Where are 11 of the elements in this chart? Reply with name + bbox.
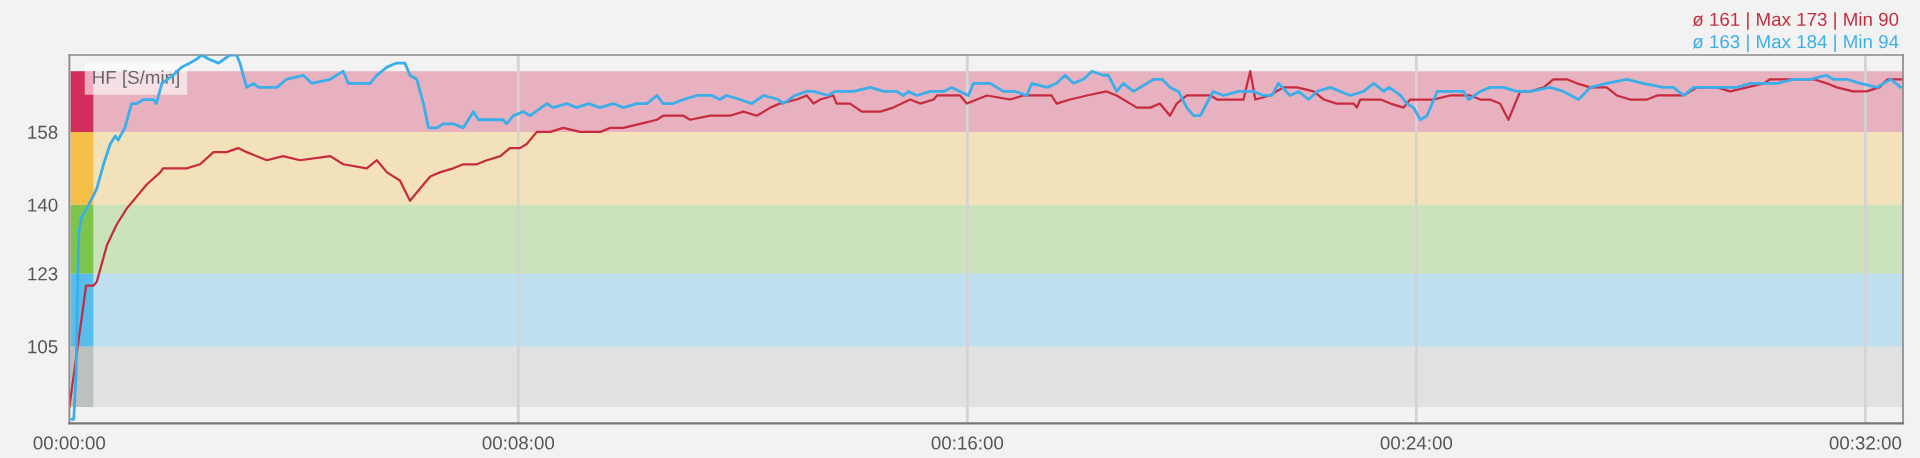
y-tick-label: 105 bbox=[28, 340, 58, 354]
y-tick-label: 158 bbox=[28, 125, 58, 139]
x-tick-label: 00:32:00 bbox=[1829, 436, 1902, 450]
x-tick-label: 00:16:00 bbox=[931, 436, 1004, 450]
text: ø 161 | Max 173 | Min 90 bbox=[1692, 12, 1899, 30]
series-label: ø 163 | Max 184 | Min 94 bbox=[1692, 34, 1899, 53]
y-tick-label: 123 bbox=[28, 267, 58, 281]
x-tick-label: 00:24:00 bbox=[1380, 436, 1453, 450]
x-tick-label: 00:00:00 bbox=[33, 436, 106, 450]
y-tick-label: 140 bbox=[28, 198, 58, 212]
x-tick-label: 00:08:00 bbox=[482, 436, 555, 450]
